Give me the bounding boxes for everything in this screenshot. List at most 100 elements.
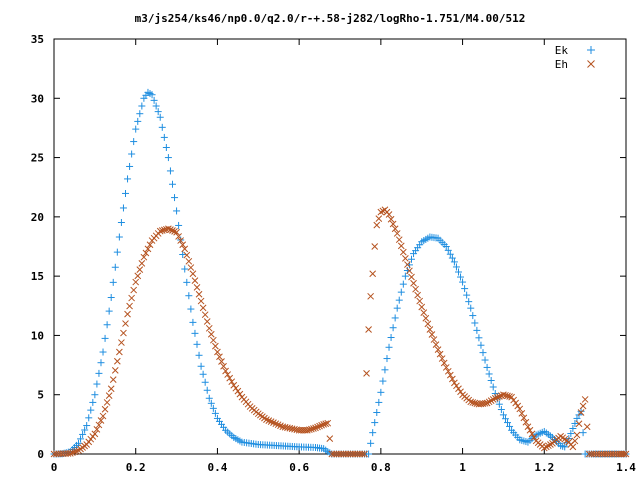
data-point-ek [160, 133, 168, 141]
data-point-eh [371, 243, 379, 250]
data-point-ek [569, 425, 577, 433]
data-point-ek [506, 422, 514, 430]
data-point-eh [573, 431, 581, 439]
data-point-eh [324, 419, 332, 427]
y-tick-label: 30 [31, 92, 44, 105]
data-point-ek [367, 439, 375, 447]
data-point-eh [365, 326, 372, 333]
data-point-ek [91, 391, 99, 399]
data-point-eh [467, 398, 475, 406]
data-point-eh [571, 437, 579, 445]
data-point-ek [369, 429, 377, 437]
data-point-ek [195, 351, 203, 359]
data-point-ek [95, 369, 103, 377]
data-point-eh [408, 273, 415, 281]
data-point-eh [526, 426, 534, 434]
x-tick-label: 0 [51, 461, 58, 474]
data-point-eh [158, 227, 166, 234]
data-point-ek [408, 255, 415, 263]
data-point-eh [577, 409, 585, 416]
data-point-eh [167, 226, 174, 233]
data-point-ek [571, 419, 579, 427]
y-tick-label: 35 [31, 33, 44, 46]
data-point-ek [168, 180, 176, 188]
data-point-eh [432, 341, 440, 348]
data-point-eh [385, 211, 393, 218]
data-point-ek [391, 314, 399, 322]
legend-label-eh: Eh [555, 58, 568, 71]
data-point-ek [134, 117, 142, 125]
data-point-eh [395, 236, 403, 244]
x-tick-label: 1.4 [616, 461, 636, 474]
legend-label-ek: Ek [555, 44, 569, 57]
data-point-ek [87, 406, 95, 414]
data-point-eh [201, 311, 209, 319]
chart-title: m3/js254/ks46/np0.0/q2.0/r-+.58-j282/log… [135, 12, 526, 25]
data-point-eh [373, 221, 381, 229]
data-point-eh [177, 237, 185, 244]
data-point-eh [593, 450, 600, 458]
data-point-eh [212, 342, 219, 350]
data-point-eh [303, 426, 311, 434]
data-point-eh [449, 375, 456, 383]
data-point-eh [218, 358, 225, 365]
data-point-eh [165, 225, 172, 233]
data-point-eh [156, 227, 164, 235]
series-eh [50, 206, 630, 458]
data-point-eh [120, 329, 127, 337]
data-point-ek [485, 370, 493, 378]
data-point-eh [522, 418, 530, 426]
data-point-eh [144, 245, 152, 253]
data-point-eh [420, 309, 428, 316]
data-point-eh [514, 402, 522, 410]
legend-marker-cross [587, 60, 595, 68]
data-point-eh [107, 385, 115, 393]
data-point-eh [214, 348, 221, 356]
data-point-eh [320, 421, 328, 428]
data-point-ek [385, 343, 393, 351]
data-point-ek [203, 386, 211, 394]
data-point-ek [193, 340, 201, 348]
data-point-eh [434, 346, 442, 354]
data-point-ek [467, 304, 475, 312]
data-point-ek [162, 143, 170, 151]
data-point-ek [136, 110, 144, 118]
data-point-eh [230, 381, 238, 389]
data-point-eh [436, 350, 444, 358]
data-point-eh [404, 261, 411, 268]
data-point-eh [481, 399, 489, 407]
data-point-eh [222, 367, 229, 375]
data-point-ek [130, 138, 138, 146]
data-point-eh [322, 420, 330, 428]
y-tick-label: 5 [37, 389, 44, 402]
data-point-eh [367, 292, 374, 300]
data-point-eh [113, 357, 121, 365]
data-point-ek [504, 419, 512, 427]
data-point-eh [414, 291, 421, 299]
data-point-ek [83, 422, 91, 430]
data-point-eh [622, 450, 630, 458]
data-point-eh [581, 396, 589, 403]
data-point-ek [448, 254, 456, 262]
data-point-eh [446, 371, 454, 379]
plot-frame [53, 38, 627, 455]
data-point-eh [379, 207, 387, 215]
data-point-ek [477, 341, 485, 349]
x-axis: 0 0.2 0.4 0.6 0.8 1 1.2 1.4 [51, 39, 636, 474]
data-point-ek [152, 102, 160, 110]
data-point-ek [75, 439, 83, 447]
data-point-ek [463, 291, 471, 299]
data-point-ek [183, 278, 191, 286]
data-point-eh [173, 228, 180, 236]
data-point-ek [166, 167, 174, 175]
data-point-ek [115, 233, 123, 241]
data-point-ek [189, 318, 197, 326]
data-point-ek [89, 398, 97, 406]
data-point-eh [226, 374, 234, 382]
data-point-eh [124, 310, 131, 318]
data-point-ek [211, 409, 219, 417]
data-point-ek [442, 243, 450, 250]
data-point-ek [495, 400, 503, 408]
data-point-eh [93, 426, 101, 433]
data-point-eh [508, 393, 515, 401]
